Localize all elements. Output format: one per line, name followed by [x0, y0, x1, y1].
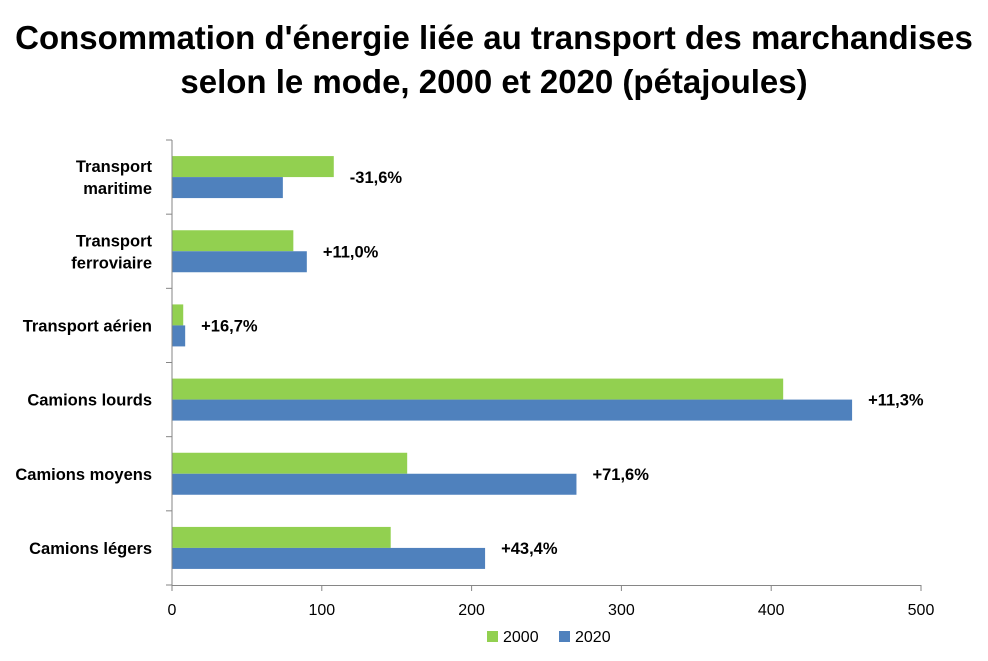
x-tick-label-3: 300 — [608, 602, 635, 619]
bar-2020-1 — [172, 251, 307, 273]
data-label-5: +43,4% — [501, 540, 558, 558]
category-label-0-line-2: maritime — [83, 180, 152, 198]
x-tick-label-1: 100 — [308, 602, 335, 619]
legend-label-2000: 2000 — [503, 629, 539, 646]
bar-2020-0 — [172, 177, 283, 199]
legend-swatch-2020 — [559, 631, 570, 642]
x-tick-label-0: 0 — [168, 602, 177, 619]
category-label-3: Camions lourds — [27, 392, 152, 410]
bar-2020-3 — [172, 399, 853, 421]
category-label-2: Transport aérien — [23, 317, 152, 335]
bar-2000-1 — [172, 230, 294, 252]
data-label-2: +16,7% — [201, 317, 258, 335]
category-label-4: Camions moyens — [15, 466, 152, 484]
bar-2000-3 — [172, 378, 784, 400]
bar-2000-4 — [172, 452, 408, 474]
legend-swatch-2000 — [487, 631, 498, 642]
chart-title-line-2: selon le mode, 2000 et 2020 (pétajoules) — [180, 63, 808, 100]
x-tick-label-2: 200 — [458, 602, 485, 619]
bar-2020-2 — [172, 325, 186, 347]
category-label-5: Camions légers — [29, 540, 152, 558]
category-label-1-line-2: ferroviaire — [71, 254, 152, 272]
data-label-4: +71,6% — [592, 466, 649, 484]
bar-2000-5 — [172, 526, 391, 548]
chart-title-line-1: Consommation d'énergie liée au transport… — [15, 19, 973, 56]
category-label-0-line-1: Transport — [76, 158, 153, 176]
data-label-3: +11,3% — [868, 392, 924, 410]
bar-2000-2 — [172, 304, 184, 326]
x-tick-label-4: 400 — [758, 602, 785, 619]
data-label-1: +11,0% — [323, 243, 379, 261]
bar-2020-4 — [172, 473, 577, 495]
data-label-0: -31,6% — [350, 169, 403, 187]
category-label-1-line-1: Transport — [76, 232, 153, 250]
x-tick-label-5: 500 — [908, 602, 935, 619]
chart-title: Consommation d'énergie liée au transport… — [0, 16, 988, 104]
bar-2020-5 — [172, 547, 486, 569]
legend-label-2020: 2020 — [575, 629, 611, 646]
bar-2000-0 — [172, 156, 334, 178]
